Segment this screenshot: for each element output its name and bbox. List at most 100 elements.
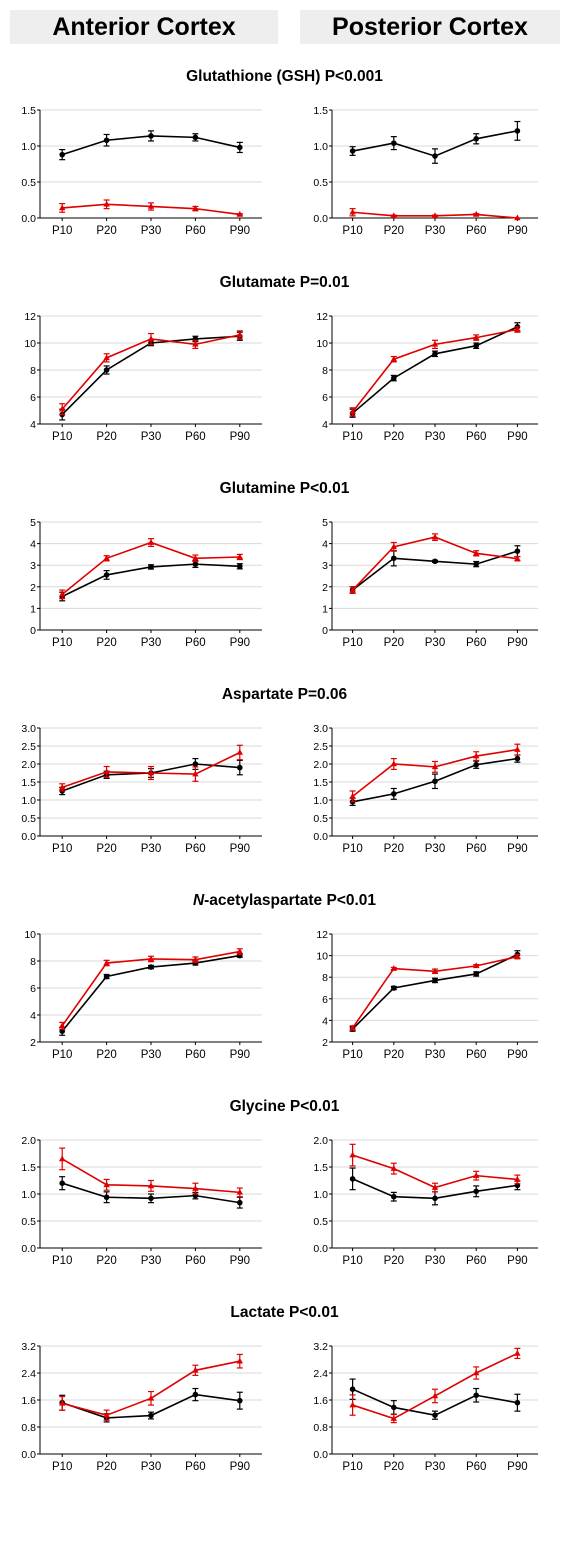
data-point bbox=[391, 791, 397, 797]
y-tick-label: 0.0 bbox=[21, 831, 36, 843]
panel-anterior: 0 1 2 3 4 5 P10 P20 P30 P60 P90 bbox=[30, 517, 262, 649]
data-point bbox=[432, 1412, 438, 1418]
y-tick-label: 1.5 bbox=[313, 777, 328, 789]
y-tick-label: 0.5 bbox=[313, 177, 328, 189]
x-tick-label: P60 bbox=[185, 843, 205, 855]
y-tick-label: 2 bbox=[322, 1037, 328, 1049]
x-tick-label: P90 bbox=[230, 637, 250, 649]
data-point bbox=[432, 1195, 438, 1202]
data-point bbox=[431, 967, 439, 974]
x-tick-label: P90 bbox=[507, 1049, 527, 1061]
data-point bbox=[473, 210, 480, 217]
x-tick-label: P10 bbox=[52, 1049, 72, 1061]
x-tick-label: P20 bbox=[96, 225, 116, 237]
x-tick-label: P30 bbox=[425, 431, 445, 443]
x-tick-label: P90 bbox=[230, 1255, 250, 1267]
x-tick-label: P90 bbox=[230, 843, 250, 855]
y-tick-label: 8 bbox=[30, 956, 36, 968]
posterior-cortex-header: Posterior Cortex bbox=[300, 10, 560, 44]
data-point bbox=[349, 1024, 356, 1031]
x-tick-label: P20 bbox=[384, 431, 404, 443]
x-tick-label: P30 bbox=[425, 1461, 445, 1473]
data-point bbox=[192, 1185, 199, 1191]
data-point bbox=[473, 549, 480, 556]
data-point bbox=[103, 1194, 110, 1201]
data-point bbox=[237, 1397, 243, 1404]
data-point bbox=[473, 342, 480, 349]
data-point bbox=[103, 768, 110, 775]
x-tick-label: P90 bbox=[507, 1255, 527, 1267]
x-tick-label: P20 bbox=[384, 843, 404, 855]
y-tick-label: 10 bbox=[316, 338, 328, 350]
x-tick-label: P20 bbox=[384, 637, 404, 649]
y-tick-label: 2.0 bbox=[313, 1135, 328, 1147]
data-point bbox=[514, 214, 521, 221]
data-point bbox=[473, 752, 480, 759]
panel-anterior: 0.0 0.8 1.6 2.4 3.2 P10 P20 P30 P60 P90 bbox=[21, 1341, 262, 1473]
x-tick-label: P60 bbox=[185, 637, 205, 649]
data-point bbox=[192, 956, 199, 962]
x-tick-label: P30 bbox=[425, 1049, 445, 1061]
data-point bbox=[103, 973, 110, 980]
y-tick-label: 1.5 bbox=[313, 1162, 328, 1174]
data-point bbox=[236, 748, 243, 755]
series-line bbox=[61, 1360, 240, 1417]
y-tick-label: 1.0 bbox=[21, 1189, 36, 1201]
series-line bbox=[352, 1352, 518, 1420]
data-point bbox=[349, 1386, 356, 1392]
data-point bbox=[391, 140, 397, 146]
data-point bbox=[514, 953, 521, 959]
x-tick-label: P30 bbox=[425, 637, 445, 649]
y-tick-label: 0 bbox=[322, 625, 328, 637]
data-point bbox=[473, 1392, 480, 1399]
data-point bbox=[391, 1404, 397, 1411]
x-tick-label: P60 bbox=[185, 225, 205, 237]
data-point bbox=[514, 1349, 521, 1356]
y-tick-label: 0.8 bbox=[21, 1422, 36, 1434]
x-tick-label: P60 bbox=[466, 1049, 486, 1061]
data-point bbox=[59, 405, 66, 412]
y-tick-label: 0.5 bbox=[313, 813, 328, 825]
x-tick-label: P60 bbox=[466, 225, 486, 237]
y-tick-label: 1.0 bbox=[313, 1189, 328, 1201]
x-tick-label: P20 bbox=[96, 1255, 116, 1267]
y-tick-label: 12 bbox=[24, 311, 36, 323]
y-tick-label: 0.5 bbox=[21, 1216, 36, 1228]
data-point bbox=[103, 137, 110, 144]
data-point bbox=[391, 375, 397, 381]
y-tick-label: 3 bbox=[322, 560, 328, 572]
y-tick-label: 1.5 bbox=[21, 777, 36, 789]
data-point bbox=[432, 778, 438, 785]
data-point bbox=[59, 1028, 65, 1034]
data-point bbox=[237, 764, 243, 771]
x-tick-label: P10 bbox=[52, 1461, 72, 1473]
x-tick-label: P10 bbox=[52, 843, 72, 855]
data-point bbox=[390, 1165, 397, 1171]
y-tick-label: 1.6 bbox=[21, 1395, 36, 1407]
y-tick-label: 10 bbox=[316, 951, 328, 963]
y-tick-label: 0.5 bbox=[21, 177, 36, 189]
y-tick-label: 6 bbox=[322, 392, 328, 404]
x-tick-label: P10 bbox=[342, 1255, 362, 1267]
x-tick-label: P10 bbox=[52, 431, 72, 443]
data-point bbox=[431, 340, 439, 347]
data-point bbox=[390, 212, 397, 219]
y-tick-label: 4 bbox=[30, 1010, 36, 1022]
x-tick-label: P20 bbox=[96, 843, 116, 855]
y-tick-label: 0.0 bbox=[21, 1449, 36, 1461]
chart-title: N-acetylaspartate P<0.01 bbox=[0, 892, 569, 910]
data-point bbox=[514, 746, 521, 752]
x-tick-label: P10 bbox=[52, 1255, 72, 1267]
x-tick-label: P20 bbox=[96, 1049, 116, 1061]
x-tick-label: P60 bbox=[185, 1255, 205, 1267]
y-tick-label: 2.0 bbox=[21, 1135, 36, 1147]
data-point bbox=[473, 561, 480, 567]
chart-title-text: Glutamine P<0.01 bbox=[219, 480, 350, 497]
data-point bbox=[147, 955, 155, 962]
data-point bbox=[514, 548, 521, 554]
x-tick-label: P90 bbox=[230, 431, 250, 443]
panel-posterior: 4 6 8 10 12 P10 P20 P30 P60 P90 bbox=[316, 311, 538, 443]
y-tick-label: 1.5 bbox=[313, 105, 328, 117]
data-point bbox=[148, 564, 154, 570]
x-tick-label: P10 bbox=[52, 637, 72, 649]
